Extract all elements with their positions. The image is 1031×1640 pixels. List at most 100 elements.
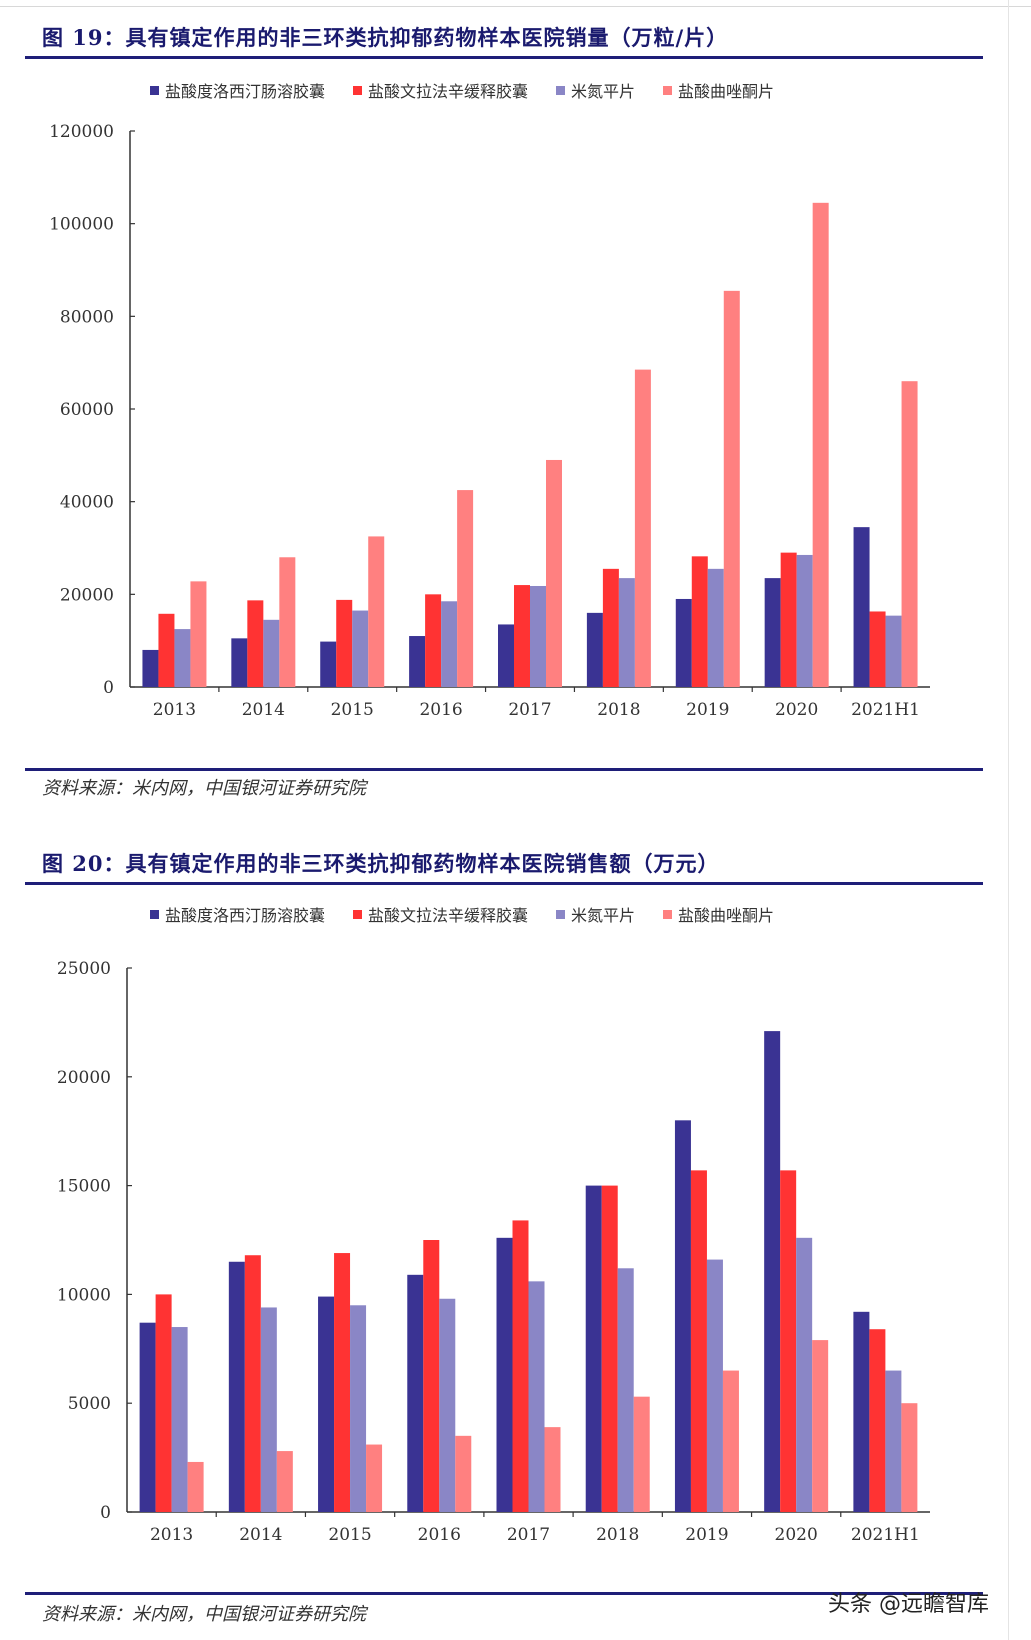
chart1-legend-item-1: 盐酸度洛西汀肠溶胶囊: [150, 78, 325, 102]
x-tick-label: 2013: [153, 700, 196, 720]
bar-3-2018: [618, 578, 635, 687]
y-tick-label: 80000: [60, 307, 114, 327]
bar-1-2016: [409, 636, 426, 687]
y-tick-label: 15000: [57, 1177, 111, 1197]
bar-3-2021H1: [885, 615, 902, 687]
legend-label: 米氮平片: [571, 82, 636, 101]
y-tick-label: 10000: [57, 1285, 111, 1305]
bar-1-2018: [585, 1185, 602, 1512]
bar-1-2021H1: [853, 527, 870, 687]
bar-1-2014: [228, 1261, 245, 1512]
bar-2-2014: [244, 1255, 261, 1512]
chart1-footer-rule: [25, 768, 983, 771]
bar-2-2021H1: [869, 611, 886, 687]
bar-2-2020: [780, 1170, 797, 1512]
legend-label: 盐酸曲唑酮片: [678, 82, 775, 101]
bar-3-2016: [441, 601, 458, 687]
x-tick-label: 2014: [242, 700, 285, 720]
bar-3-2019: [706, 1259, 723, 1512]
chart1-legend: 盐酸度洛西汀肠溶胶囊 盐酸文拉法辛缓释胶囊 米氮平片 盐酸曲唑酮片: [150, 78, 774, 102]
chart2-legend-item-2: 盐酸文拉法辛缓释胶囊: [353, 902, 528, 926]
y-tick-label: 0: [103, 678, 114, 698]
legend-swatch: [150, 85, 159, 95]
legend-label: 盐酸文拉法辛缓释胶囊: [368, 906, 529, 925]
bar-3-2017: [528, 1281, 545, 1512]
bar-3-2013: [171, 1327, 188, 1512]
chart2-title-rule: [25, 882, 983, 885]
bar-3-2018: [617, 1268, 634, 1512]
bar-1-2015: [318, 1296, 335, 1512]
bar-4-2020: [812, 202, 829, 688]
legend-swatch: [556, 909, 566, 919]
chart2-footer-rule: [25, 1592, 983, 1595]
chart2-source: 资料来源：米内网，中国银河证券研究院: [42, 1604, 366, 1625]
bar-3-2016: [439, 1298, 456, 1512]
legend-swatch: [353, 909, 363, 919]
bar-4-2016: [455, 1435, 472, 1512]
x-tick-label: 2014: [239, 1525, 282, 1545]
legend-swatch: [556, 85, 566, 95]
legend-swatch: [150, 909, 159, 919]
bar-2-2019: [690, 1170, 707, 1512]
y-tick-label: 100000: [49, 215, 114, 235]
bar-1-2018: [586, 612, 603, 687]
bar-2-2016: [423, 1240, 440, 1512]
x-tick-label: 2019: [686, 700, 729, 720]
bar-3-2019: [707, 568, 724, 687]
bar-4-2017: [546, 459, 562, 687]
bar-3-2014: [260, 1307, 277, 1512]
bar-1-2013: [139, 1322, 156, 1512]
y-tick-label: 20000: [57, 1068, 111, 1088]
legend-label: 米氮平片: [571, 906, 636, 925]
bar-4-2021H1: [901, 1403, 918, 1512]
chart2-legend-item-3: 米氮平片: [556, 902, 635, 926]
bar-3-2020: [796, 1237, 813, 1512]
y-tick-label: 0: [100, 1503, 111, 1523]
legend-swatch: [663, 909, 673, 919]
y-tick-label: 5000: [68, 1394, 111, 1414]
bar-2-2013: [158, 613, 175, 687]
bar-4-2020: [812, 1340, 829, 1512]
bar-3-2015: [352, 610, 369, 687]
x-tick-label: 2015: [331, 700, 374, 720]
legend-label: 盐酸度洛西汀肠溶胶囊: [165, 906, 326, 925]
bar-3-2017: [530, 585, 546, 687]
bar-2-2018: [602, 568, 619, 687]
legend-swatch: [353, 85, 363, 95]
chart1-legend-item-2: 盐酸文拉法辛缓释胶囊: [353, 78, 528, 102]
x-tick-label: 2020: [775, 1525, 818, 1545]
bar-4-2018: [633, 1396, 650, 1512]
x-tick-label: 2013: [150, 1525, 193, 1545]
chart2-plot: 0 5000 10000 15000 20000 25000 2013 2014 2015 201…: [57, 959, 930, 1545]
bar-4-2018: [634, 369, 651, 687]
bar-1-2020: [764, 578, 781, 687]
bar-1-2017: [496, 1237, 513, 1512]
bar-4-2014: [276, 1451, 293, 1512]
bar-1-2013: [142, 649, 159, 687]
bar-3-2020: [796, 554, 813, 687]
bar-1-2019: [674, 1120, 691, 1512]
chart2-title: 图 20：具有镇定作用的非三环类抗抑郁药物样本医院销售额（万元）: [42, 851, 720, 876]
x-tick-label: 2016: [418, 1525, 461, 1545]
x-tick-label: 2018: [596, 1525, 639, 1545]
x-tick-label: 2019: [685, 1525, 728, 1545]
legend-label: 盐酸度洛西汀肠溶胶囊: [165, 82, 326, 101]
bar-1-2016: [407, 1274, 424, 1512]
bar-3-2015: [350, 1305, 367, 1512]
bar-4-2021H1: [901, 381, 918, 687]
bar-2-2013: [155, 1294, 172, 1512]
bar-1-2017: [498, 624, 514, 687]
bar-2-2015: [334, 1253, 351, 1512]
bar-1-2020: [764, 1031, 781, 1512]
right-border: [1008, 0, 1009, 1640]
watermark: 头条 @远瞻智库: [828, 1592, 989, 1617]
chart1-source: 资料来源：米内网，中国银河证券研究院: [42, 778, 366, 799]
bar-2-2016: [425, 594, 442, 687]
chart1-plot: 0 20000 40000 60000 80000 100000 120000 2013 201…: [49, 122, 930, 720]
x-tick-label: 2021H1: [851, 1525, 920, 1545]
x-tick-label: 2015: [328, 1525, 371, 1545]
chart1-legend-item-3: 米氮平片: [556, 78, 635, 102]
chart1-title: 图 19：具有镇定作用的非三环类抗抑郁药物样本医院销量（万粒/片）: [42, 25, 729, 50]
bar-2-2019: [691, 556, 708, 687]
bar-1-2015: [320, 641, 337, 687]
